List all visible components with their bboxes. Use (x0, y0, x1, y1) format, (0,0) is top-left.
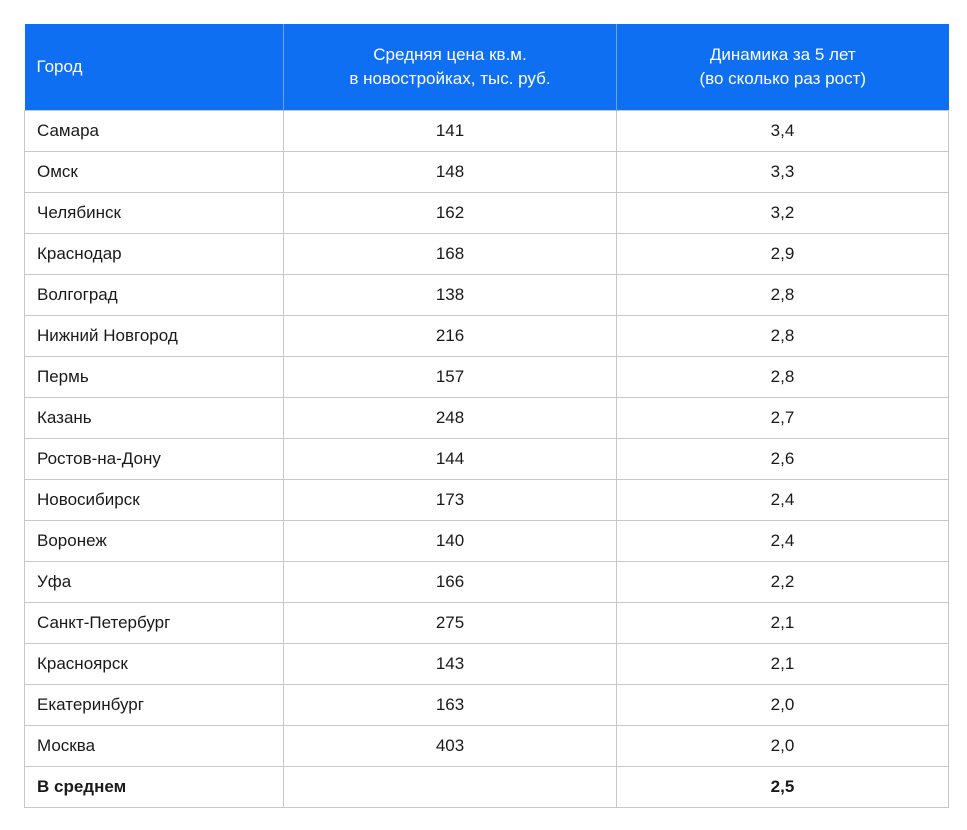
value-cell: 148 (283, 151, 617, 193)
value-cell: 2,0 (616, 684, 949, 726)
table-body: Самара 141 3,4 Омск 148 3,3 Челябинск 162 3,2 Кра… (24, 110, 949, 808)
value-cell: 403 (283, 725, 617, 767)
value-cell: 163 (283, 684, 617, 726)
value-cell: 143 (283, 643, 617, 685)
header-cell: Средняя цена кв.м. в новостройках, тыс. р… (283, 24, 617, 111)
header-row: Город Средняя цена кв.м. в новостройках, т… (24, 24, 949, 111)
value-cell: 2,8 (616, 356, 949, 398)
city-cell: Москва (24, 725, 284, 767)
city-cell: Екатеринбург (24, 684, 284, 726)
value-cell: 275 (283, 602, 617, 644)
average-row: В среднем 2,5 (24, 766, 949, 808)
value-cell: 140 (283, 520, 617, 562)
value-cell: 2,1 (616, 602, 949, 644)
table-row: Нижний Новгород 216 2,8 (24, 315, 949, 357)
table-row: Самара 141 3,4 (24, 110, 949, 152)
value-cell: 157 (283, 356, 617, 398)
empty-cell (283, 766, 617, 808)
header-line: (во сколько раз рост) (699, 69, 867, 88)
table-row: Новосибирск 173 2,4 (24, 479, 949, 521)
table-row: Уфа 166 2,2 (24, 561, 949, 603)
table-row: Воронеж 140 2,4 (24, 520, 949, 562)
value-cell: 138 (283, 274, 617, 316)
value-cell: 166 (283, 561, 617, 603)
table-row: Краснодар 168 2,9 (24, 233, 949, 275)
city-cell: Уфа (24, 561, 284, 603)
value-cell: 2,2 (616, 561, 949, 603)
value-cell: 162 (283, 192, 617, 234)
price-table: Город Средняя цена кв.м. в новостройках, т… (24, 24, 949, 808)
value-cell: 216 (283, 315, 617, 357)
value-cell: 2,9 (616, 233, 949, 275)
value-cell: 2,4 (616, 520, 949, 562)
value-cell: 2,6 (616, 438, 949, 480)
header-cell: Динамика за 5 лет (во сколько раз рост) (616, 24, 949, 111)
city-cell: Омск (24, 151, 284, 193)
city-cell: Волгоград (24, 274, 284, 316)
value-cell: 2,8 (616, 315, 949, 357)
city-cell: Казань (24, 397, 284, 439)
city-cell: Самара (24, 110, 284, 152)
city-cell: Нижний Новгород (24, 315, 284, 357)
city-cell: Челябинск (24, 192, 284, 234)
value-cell: 3,2 (616, 192, 949, 234)
city-cell: Ростов-на-Дону (24, 438, 284, 480)
table-row: Волгоград 138 2,8 (24, 274, 949, 316)
table-row: Москва 403 2,0 (24, 725, 949, 767)
value-cell: 3,4 (616, 110, 949, 152)
table-row: Омск 148 3,3 (24, 151, 949, 193)
table-row: Пермь 157 2,8 (24, 356, 949, 398)
city-cell: Пермь (24, 356, 284, 398)
average-label: В среднем (24, 766, 284, 808)
header-cell: Город (24, 24, 284, 111)
city-cell: Краснодар (24, 233, 284, 275)
city-cell: Красноярск (24, 643, 284, 685)
average-value: 2,5 (616, 766, 949, 808)
table-row: Санкт-Петербург 275 2,1 (24, 602, 949, 644)
value-cell: 2,7 (616, 397, 949, 439)
value-cell: 173 (283, 479, 617, 521)
city-cell: Воронеж (24, 520, 284, 562)
city-cell: Новосибирск (24, 479, 284, 521)
value-cell: 141 (283, 110, 617, 152)
header-line: в новостройках, тыс. руб. (349, 69, 551, 88)
value-cell: 248 (283, 397, 617, 439)
table-row: Казань 248 2,7 (24, 397, 949, 439)
value-cell: 2,8 (616, 274, 949, 316)
value-cell: 3,3 (616, 151, 949, 193)
city-cell: Санкт-Петербург (24, 602, 284, 644)
table-row: Екатеринбург 163 2,0 (24, 684, 949, 726)
value-cell: 168 (283, 233, 617, 275)
header-line: Динамика за 5 лет (709, 45, 856, 64)
table-row: Красноярск 143 2,1 (24, 643, 949, 685)
value-cell: 144 (283, 438, 617, 480)
value-cell: 2,4 (616, 479, 949, 521)
header-line: Средняя цена кв.м. (373, 45, 527, 64)
table-row: Ростов-на-Дону 144 2,6 (24, 438, 949, 480)
value-cell: 2,0 (616, 725, 949, 767)
header-line: Город (36, 57, 83, 76)
value-cell: 2,1 (616, 643, 949, 685)
table-row: Челябинск 162 3,2 (24, 192, 949, 234)
